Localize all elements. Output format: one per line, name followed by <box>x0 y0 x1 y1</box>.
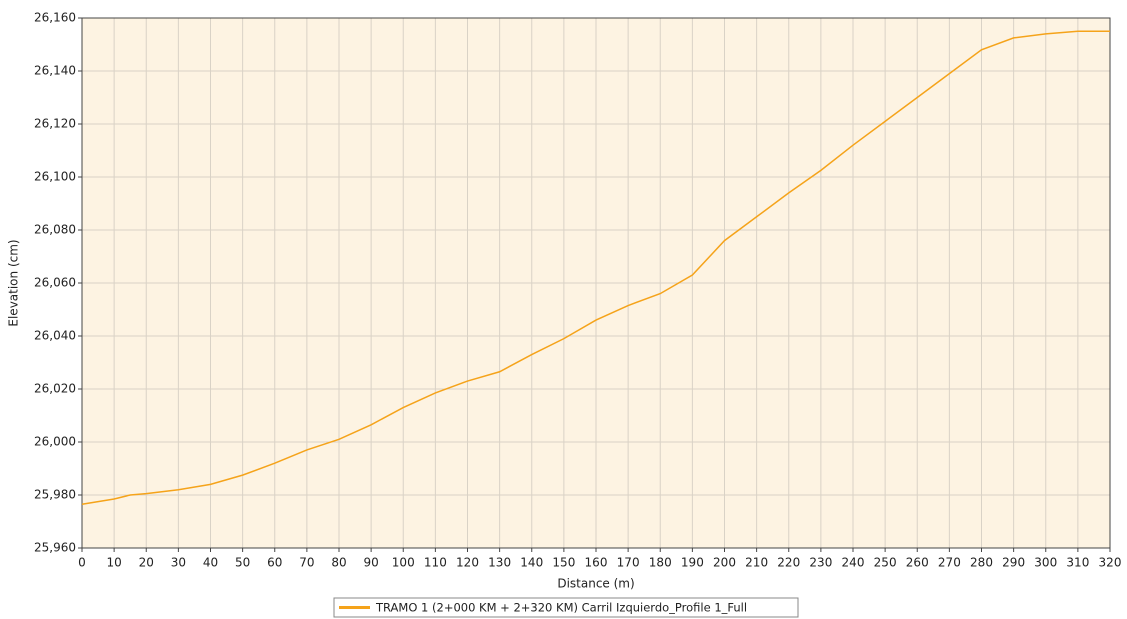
x-tick-label: 280 <box>970 556 993 570</box>
x-tick-label: 190 <box>681 556 704 570</box>
x-tick-label: 20 <box>139 556 154 570</box>
x-tick-label: 250 <box>874 556 897 570</box>
plot-border <box>81 17 1111 549</box>
x-tick-label: 270 <box>938 556 961 570</box>
y-tick-label: 26,060 <box>34 276 76 290</box>
x-tick-label: 320 <box>1099 556 1122 570</box>
x-tick-label: 50 <box>235 556 250 570</box>
x-tick-label: 290 <box>1002 556 1025 570</box>
x-tick-label: 90 <box>363 556 378 570</box>
x-tick-label: 60 <box>267 556 282 570</box>
x-tick-label: 170 <box>617 556 640 570</box>
legend-box <box>333 597 799 618</box>
x-tick-label: 160 <box>585 556 608 570</box>
x-tick-label: 130 <box>488 556 511 570</box>
x-tick-label: 0 <box>78 556 86 570</box>
y-tick-label: 26,120 <box>34 117 76 131</box>
x-tick-label: 240 <box>842 556 865 570</box>
line <box>81 30 1110 506</box>
x-tick-label: 310 <box>1066 556 1089 570</box>
x-tick-label: 210 <box>745 556 768 570</box>
x-tick-label: 230 <box>809 556 832 570</box>
y-tick-label: 25,980 <box>34 488 76 502</box>
legend-label: TRAMO 1 (2+000 KM + 2+320 KM) Carril Izq… <box>375 601 747 615</box>
x-tick-label: 120 <box>456 556 479 570</box>
x-tick-label: 200 <box>713 556 736 570</box>
x-axis-label: Distance (m) <box>557 577 634 591</box>
y-axis-label: Elevation (cm) <box>7 239 21 326</box>
y-tick-label: 26,020 <box>34 382 76 396</box>
y-tick-label: 26,140 <box>34 64 76 78</box>
y-tick-label: 25,960 <box>34 541 76 555</box>
x-tick-label: 180 <box>649 556 672 570</box>
x-tick-label: 100 <box>392 556 415 570</box>
x-tick-label: 140 <box>520 556 543 570</box>
y-tick-label: 26,040 <box>34 329 76 343</box>
x-tick-label: 300 <box>1034 556 1057 570</box>
x-tick-label: 150 <box>552 556 575 570</box>
x-tick-label: 110 <box>424 556 447 570</box>
x-tick-label: 30 <box>171 556 186 570</box>
x-tick-label: 40 <box>203 556 218 570</box>
y-tick-label: 26,100 <box>34 170 76 184</box>
y-tick-label: 26,160 <box>34 11 76 25</box>
y-tick-label: 26,000 <box>34 435 76 449</box>
x-tick-label: 220 <box>777 556 800 570</box>
x-tick-label: 80 <box>331 556 346 570</box>
x-tick-label: 10 <box>106 556 121 570</box>
x-tick-label: 70 <box>299 556 314 570</box>
x-tick-label: 260 <box>906 556 929 570</box>
y-tick-label: 26,080 <box>34 223 76 237</box>
